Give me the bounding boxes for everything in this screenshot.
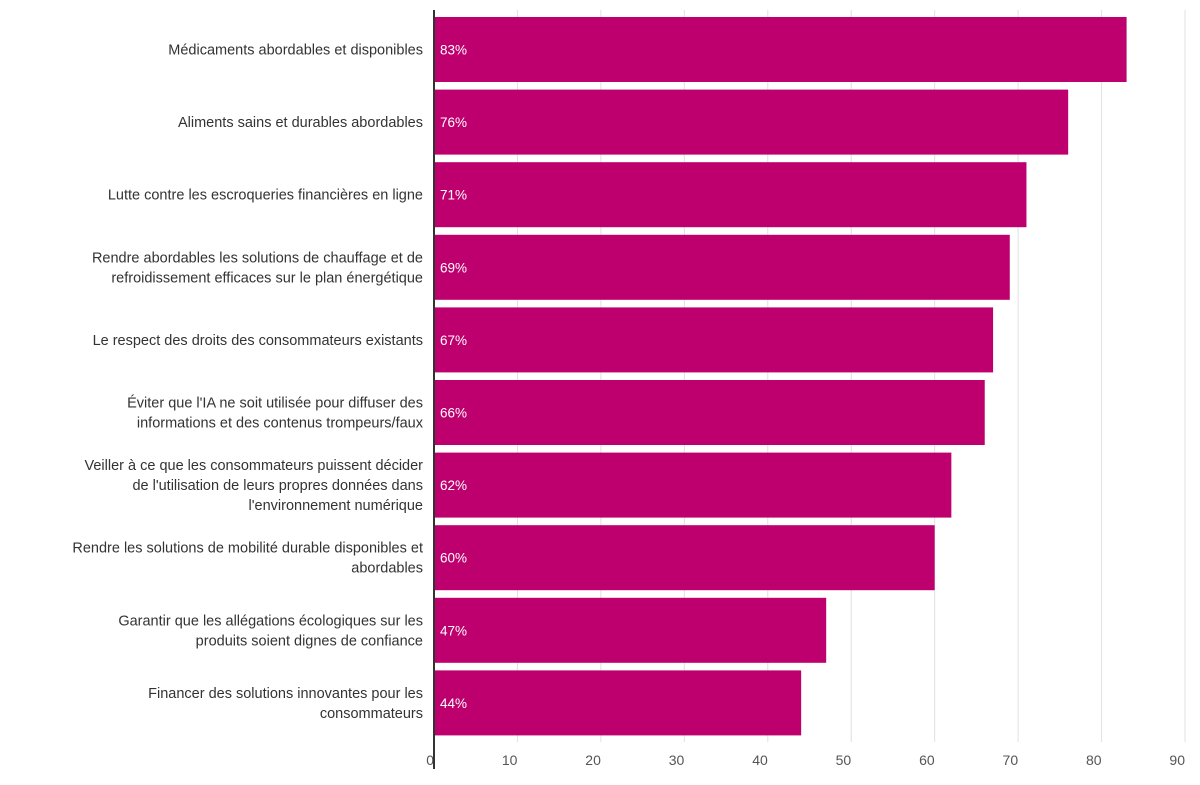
category-labels: Médicaments abordables et disponibles Ali… [72, 43, 423, 722]
x-tick-label: 10 [502, 752, 518, 768]
bars [434, 17, 1127, 736]
category-label: Médicaments abordables et disponibles [168, 43, 423, 59]
bar [434, 380, 985, 445]
x-tick-label: 20 [585, 752, 601, 768]
bar-value-label: 71% [440, 188, 467, 203]
bar-value-labels: 83% 76% 71% 69% 67% 66% 62% 60% 47% 44% [440, 43, 467, 711]
category-label: Veiller à ce que les consommateurs puiss… [84, 458, 423, 514]
category-label: Éviter que l'IA ne soit utilisée pour di… [127, 395, 424, 432]
x-tick-label: 50 [836, 752, 852, 768]
bar [434, 17, 1127, 82]
x-tick-label: 90 [1169, 752, 1185, 768]
bar-value-label: 67% [440, 333, 467, 348]
category-label: Financer des solutions innovantes pour l… [148, 686, 423, 722]
bar-value-label: 66% [440, 406, 467, 421]
x-tick-label: 70 [1003, 752, 1019, 768]
x-tick-label: 60 [919, 752, 935, 768]
bar [434, 452, 952, 518]
bar-value-label: 44% [440, 696, 467, 711]
category-label: Lutte contre les escroqueries financière… [108, 188, 423, 204]
category-label: Aliments sains et durables abordables [178, 115, 423, 131]
bar [434, 162, 1027, 228]
x-tick-label: 40 [752, 752, 768, 768]
bar-value-label: 76% [440, 115, 467, 130]
bar [434, 89, 1069, 155]
bar-value-label: 69% [440, 260, 467, 275]
bar [434, 307, 994, 373]
bar-value-label: 47% [440, 623, 467, 638]
bar [434, 597, 827, 663]
category-label: Rendre les solutions de mobilité durable… [72, 541, 423, 577]
category-label: Garantir que les allégations écologiques… [118, 613, 423, 649]
bar [434, 234, 1010, 300]
bar-value-label: 62% [440, 478, 467, 493]
bar [434, 670, 802, 736]
x-axis-ticks: 0 10 20 30 40 50 60 70 80 90 [426, 752, 1185, 768]
x-tick-label: 30 [669, 752, 685, 768]
x-tick-label: 0 [426, 752, 434, 768]
bar [434, 525, 935, 591]
category-label: Le respect des droits des consommateurs … [93, 333, 423, 349]
bar-value-label: 83% [440, 43, 467, 58]
category-label: Rendre abordables les solutions de chauf… [92, 250, 423, 286]
bar-value-label: 60% [440, 551, 467, 566]
x-tick-label: 80 [1086, 752, 1102, 768]
